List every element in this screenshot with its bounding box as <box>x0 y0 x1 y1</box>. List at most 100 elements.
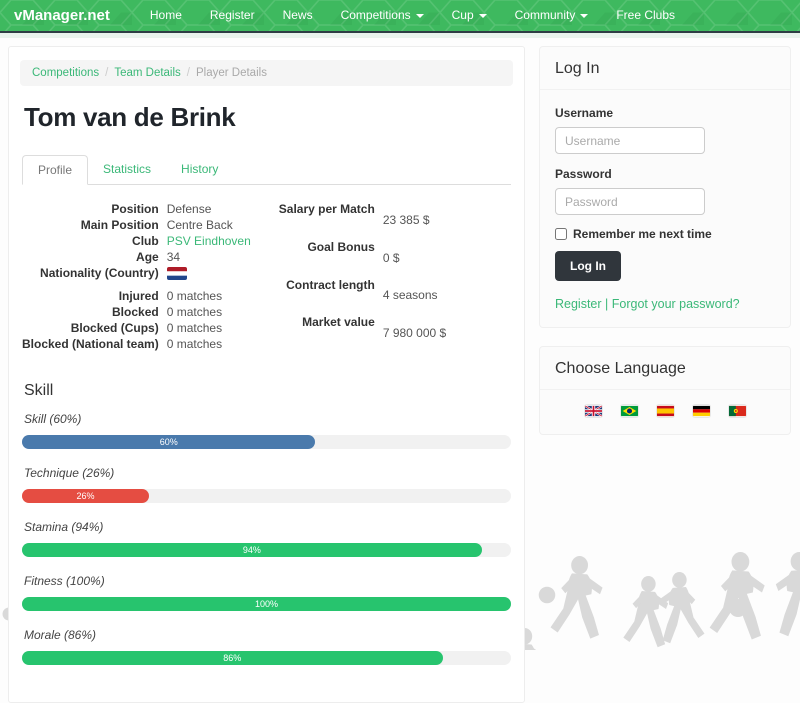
forgot-password-link[interactable]: Forgot your password? <box>611 297 740 311</box>
bar-fill: 100% <box>22 597 511 611</box>
nav-item-news[interactable]: News <box>282 8 313 22</box>
detail-row-goal-bonus: Goal Bonus 0 $ <box>279 239 446 277</box>
chevron-down-icon <box>580 13 589 18</box>
tab-bar: Profile Statistics History <box>22 155 511 185</box>
bar-track: 86% <box>22 651 511 665</box>
brazil-flag[interactable] <box>620 405 638 417</box>
detail-label: Blocked (National team) <box>22 337 159 351</box>
detail-label: Blocked <box>112 305 159 319</box>
language-flags <box>540 390 790 434</box>
detail-row-main-position: Main Position Centre Back <box>22 217 251 233</box>
breadcrumb-separator: / <box>105 67 109 79</box>
bar-fill: 94% <box>22 543 482 557</box>
germany-flag[interactable] <box>692 405 710 417</box>
brand-logo[interactable]: vManager.net <box>14 7 110 24</box>
detail-value: 0 matches <box>166 321 223 335</box>
language-panel: Choose Language <box>539 346 791 435</box>
uk-flag[interactable] <box>584 405 602 417</box>
detail-label: Injured <box>118 289 159 303</box>
tab-profile[interactable]: Profile <box>22 155 89 185</box>
detail-value: Defense <box>166 202 212 216</box>
detail-value: 34 <box>166 250 181 264</box>
detail-row-position: Position Defense <box>22 201 251 217</box>
skill-section-heading: Skill <box>24 382 54 399</box>
detail-value: Centre Back <box>166 218 233 232</box>
language-heading: Choose Language <box>540 347 790 390</box>
detail-label: Main Position <box>80 218 159 232</box>
nav-item-cup[interactable]: Cup <box>438 0 501 32</box>
page-title: Tom van de Brink <box>24 102 236 132</box>
detail-row-age: Age 34 <box>22 249 251 265</box>
player-details: Position Defense Main Position Centre Back C… <box>22 201 511 352</box>
netherlands-flag <box>166 266 251 280</box>
bar-fill: 60% <box>22 435 316 449</box>
tab-history[interactable]: History <box>181 162 219 176</box>
password-input[interactable] <box>555 188 705 215</box>
nav-item-free-clubs[interactable]: Free Clubs <box>616 8 676 22</box>
bar-value: 86% <box>223 652 242 663</box>
breadcrumb-item-team-details[interactable]: Team Details <box>114 67 181 79</box>
portugal-flag[interactable] <box>728 405 746 417</box>
tab-statistics[interactable]: Statistics <box>103 162 152 176</box>
breadcrumb-separator: / <box>186 67 190 79</box>
login-heading: Log In <box>540 47 790 90</box>
username-label: Username <box>555 106 614 120</box>
sidebar: Log In Username Password Remember me nex… <box>539 46 791 435</box>
login-button[interactable]: Log In <box>555 251 621 281</box>
nav-item-register[interactable]: Register <box>209 8 255 22</box>
detail-value: PSV Eindhoven <box>167 233 251 249</box>
detail-value: 0 $ <box>382 250 400 265</box>
nav-item-home[interactable]: Home <box>149 8 182 22</box>
skill-bars: Skill (60%) 60% Technique (26%) 26% Stamina … <box>20 412 513 665</box>
bar-label: Fitness (100%) <box>24 574 105 588</box>
detail-label: Age <box>136 250 159 264</box>
detail-row-nationality-country: Nationality (Country) <box>22 265 251 281</box>
bar-label: Technique (26%) <box>24 466 115 480</box>
bar-track: 94% <box>22 543 511 557</box>
bar-label: Morale (86%) <box>24 628 97 642</box>
bar-track: 100% <box>22 597 511 611</box>
detail-label: Market value <box>302 315 375 330</box>
bar-value: 26% <box>76 490 95 501</box>
breadcrumb: Competitions / Team Details / Player Details <box>20 60 513 86</box>
skill-bar-fitness: Fitness (100%) 100% <box>22 574 511 611</box>
detail-label: Blocked (Cups) <box>70 321 159 335</box>
bar-label: Skill (60%) <box>24 412 82 426</box>
detail-row-salary-per-match: Salary per Match 23 385 $ <box>279 201 446 239</box>
spain-flag[interactable] <box>656 405 674 417</box>
detail-row-market-value: Market value 7 980 000 $ <box>279 314 446 352</box>
detail-value: 23 385 $ <box>382 212 430 227</box>
detail-row-contract-length: Contract length 4 seasons <box>279 277 446 315</box>
detail-row-club: Club PSV Eindhoven <box>22 233 251 249</box>
skill-bar-stamina: Stamina (94%) 94% <box>22 520 511 557</box>
player-details-right: Salary per Match 23 385 $ Goal Bonus 0 $ Con… <box>279 201 446 352</box>
main-nav: Home Register News Competitions Cup Community… <box>136 0 689 32</box>
detail-label: Goal Bonus <box>307 239 375 254</box>
bar-fill: 26% <box>22 489 150 503</box>
username-input[interactable] <box>555 127 705 154</box>
detail-row-blocked: Blocked 0 matches <box>22 304 251 320</box>
detail-label: Salary per Match <box>278 202 375 216</box>
remember-label: Remember me next time <box>573 227 712 241</box>
nav-item-competitions[interactable]: Competitions <box>327 0 438 32</box>
header-accent-strip <box>0 33 800 38</box>
breadcrumb-item-competitions[interactable]: Competitions <box>32 67 100 79</box>
bar-value: 60% <box>159 436 178 447</box>
detail-label: Position <box>111 202 159 216</box>
detail-label: Nationality (Country) <box>40 266 159 280</box>
bar-track: 60% <box>22 435 511 449</box>
remember-checkbox[interactable] <box>555 228 567 240</box>
player-details-left: Position Defense Main Position Centre Back C… <box>22 201 251 352</box>
register-link[interactable]: Register <box>555 297 602 311</box>
bar-value: 100% <box>254 598 279 609</box>
bar-fill: 86% <box>22 651 443 665</box>
player-profile-card: Competitions / Team Details / Player Details… <box>8 46 525 703</box>
detail-value: 0 matches <box>166 305 223 319</box>
nav-item-community[interactable]: Community <box>501 0 603 32</box>
password-label: Password <box>555 167 612 181</box>
detail-value: 0 matches <box>166 337 223 351</box>
detail-label: Contract length <box>286 277 375 292</box>
club-link[interactable]: PSV Eindhoven <box>166 234 251 248</box>
detail-value: 0 matches <box>166 289 223 303</box>
chevron-down-icon <box>415 13 424 18</box>
